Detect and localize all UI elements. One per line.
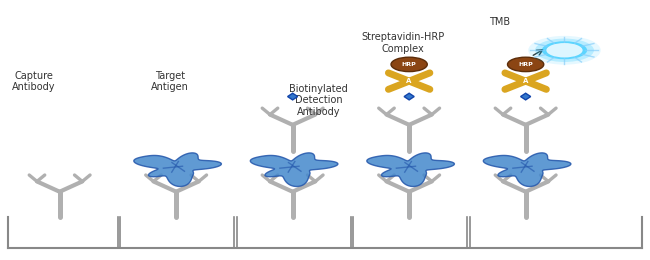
Text: A: A [523,78,528,84]
Polygon shape [367,153,454,186]
Circle shape [542,41,587,59]
Polygon shape [134,153,222,186]
Polygon shape [484,153,571,186]
Text: HRP: HRP [402,62,417,67]
Text: Streptavidin-HRP
Complex: Streptavidin-HRP Complex [361,32,445,54]
Text: Biotinylated
Detection
Antibody: Biotinylated Detection Antibody [289,84,348,117]
Text: HRP: HRP [518,62,533,67]
Text: Target
Antigen: Target Antigen [151,71,188,93]
Text: Capture
Antibody: Capture Antibody [12,71,55,93]
Circle shape [508,57,544,72]
Circle shape [528,36,601,65]
Polygon shape [287,93,298,100]
Text: TMB: TMB [489,17,510,27]
Polygon shape [250,153,338,186]
Circle shape [391,57,427,72]
Circle shape [547,43,582,57]
Text: A: A [406,78,412,84]
Circle shape [535,38,594,62]
Polygon shape [404,93,414,100]
Polygon shape [521,93,530,100]
